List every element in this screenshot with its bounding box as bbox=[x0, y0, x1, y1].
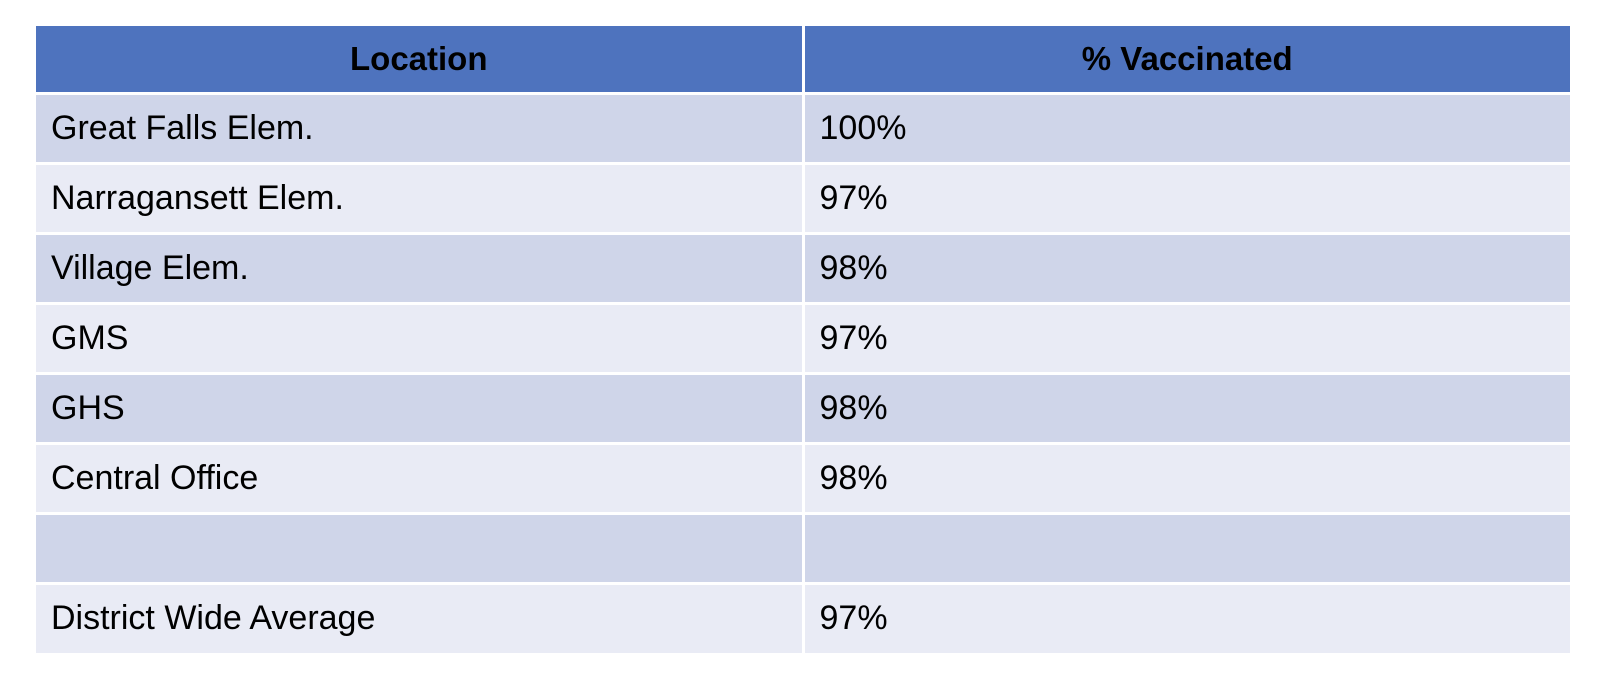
table-row: GHS 98% bbox=[36, 371, 1570, 445]
percent-cell: 97% bbox=[801, 161, 1570, 235]
location-cell: Central Office bbox=[36, 441, 805, 515]
percent-cell: 98% bbox=[801, 371, 1570, 445]
location-cell: Narragansett Elem. bbox=[36, 161, 805, 235]
table-row-empty bbox=[36, 511, 1570, 585]
vaccination-table-container: Location % Vaccinated Great Falls Elem. … bbox=[36, 26, 1570, 653]
location-cell: GHS bbox=[36, 371, 805, 445]
table-row: GMS 97% bbox=[36, 301, 1570, 375]
percent-cell: 97% bbox=[801, 301, 1570, 375]
location-cell: GMS bbox=[36, 301, 805, 375]
percent-cell: 97% bbox=[801, 581, 1570, 653]
table-row: Narragansett Elem. 97% bbox=[36, 161, 1570, 235]
table-row: Central Office 98% bbox=[36, 441, 1570, 515]
table-row: Great Falls Elem. 100% bbox=[36, 91, 1570, 165]
table-row: Village Elem. 98% bbox=[36, 231, 1570, 305]
header-percent-vaccinated: % Vaccinated bbox=[801, 26, 1570, 95]
location-cell: District Wide Average bbox=[36, 581, 805, 653]
header-location: Location bbox=[36, 26, 805, 95]
table-header-row: Location % Vaccinated bbox=[36, 26, 1570, 95]
location-cell: Village Elem. bbox=[36, 231, 805, 305]
percent-cell: 100% bbox=[801, 91, 1570, 165]
percent-cell bbox=[801, 511, 1570, 585]
vaccination-table: Location % Vaccinated Great Falls Elem. … bbox=[36, 26, 1570, 653]
percent-cell: 98% bbox=[801, 441, 1570, 515]
percent-cell: 98% bbox=[801, 231, 1570, 305]
location-cell: Great Falls Elem. bbox=[36, 91, 805, 165]
location-cell bbox=[36, 511, 805, 585]
table-row-average: District Wide Average 97% bbox=[36, 581, 1570, 653]
